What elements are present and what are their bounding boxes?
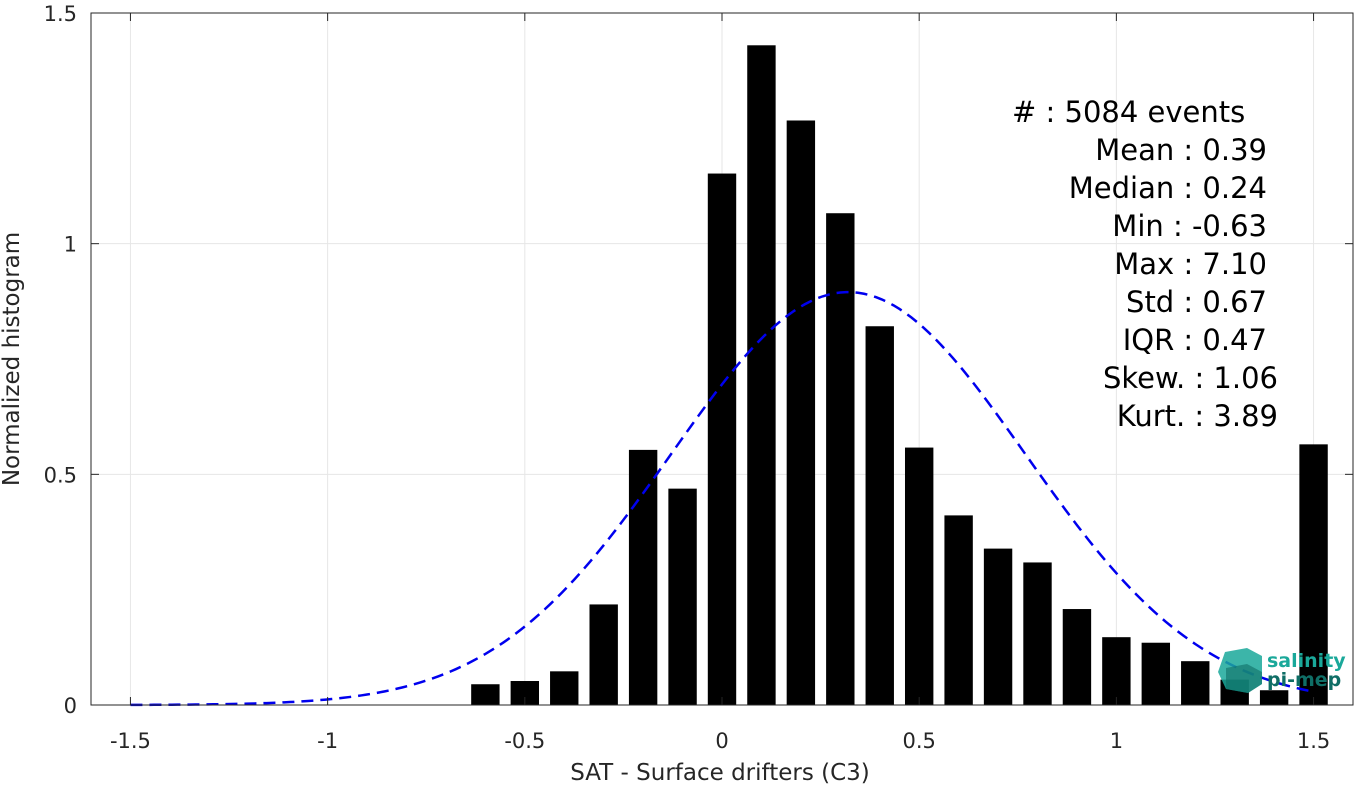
histogram-bar-8 [786,120,816,706]
salinity-pi-mep-logo: salinity pi-mep [1218,648,1346,693]
logo-text-salinity: salinity [1267,650,1346,672]
stat-line-2: Median : 0.24 [1069,171,1267,205]
statistics-annotation: # : 5084 events Mean : 0.39 Median : 0.24 M… [1012,95,1278,433]
x-tick-label-6: 1.5 [1297,729,1330,753]
logo-emblem-shade [1226,664,1262,693]
stat-line-0: # : 5084 events [1012,95,1245,129]
histogram-bar-10 [865,326,894,705]
stat-line-8: Kurt. : 3.89 [1117,399,1278,433]
y-tick-label-0: 0 [64,694,77,718]
histogram-bar-4 [628,449,658,705]
histogram-bar-7 [747,45,776,705]
stat-line-1: Mean : 0.39 [1095,133,1267,167]
histogram-bar-20 [1259,690,1289,705]
logo-text-pi-mep: pi-mep [1267,669,1341,691]
histogram-bar-21 [1299,444,1328,705]
histogram-bar-16 [1102,637,1131,705]
histogram-bar-12 [944,515,973,705]
x-tick-label-1: -1 [317,729,338,753]
stat-line-7: Skew. : 1.06 [1103,361,1278,395]
y-tick-label-3: 1.5 [44,2,77,26]
stat-line-4: Max : 7.10 [1114,247,1267,281]
x-tick-label-3: 0 [715,729,728,753]
x-axis-label: SAT - Surface drifters (C3) [570,760,870,785]
histogram-bar-11 [904,447,934,705]
stat-line-5: Std : 0.67 [1126,285,1267,319]
x-tick-label-2: -0.5 [504,729,545,753]
x-tick-label-5: 1 [1110,729,1123,753]
histogram-bar-18 [1181,661,1210,705]
y-tick-label-2: 1 [64,233,77,257]
y-tick-label-1: 0.5 [44,463,77,487]
histogram-bar-3 [589,604,618,705]
histogram-bar-9 [826,213,855,705]
x-tick-label-0: -1.5 [110,729,151,753]
histogram-bar-5 [668,488,697,705]
x-axis-ticks: -1.5 -1 -0.5 0 0.5 1 1.5 [110,13,1330,753]
y-axis-label: Normalized histogram [0,232,25,486]
histogram-bar-0 [471,684,500,705]
histogram-bar-1 [510,681,540,705]
stat-line-3: Min : -0.63 [1112,209,1267,243]
x-tick-label-4: 0.5 [902,729,935,753]
stat-line-6: IQR : 0.47 [1123,323,1267,357]
y-axis-ticks: 0 0.5 1 1.5 [44,2,1353,718]
histogram-bar-17 [1141,642,1171,705]
histogram-bar-15 [1062,609,1092,705]
histogram-bar-6 [707,173,737,705]
histogram-bar-13 [983,548,1013,705]
histogram-bar-14 [1023,562,1052,705]
histogram-bar-2 [550,671,579,705]
